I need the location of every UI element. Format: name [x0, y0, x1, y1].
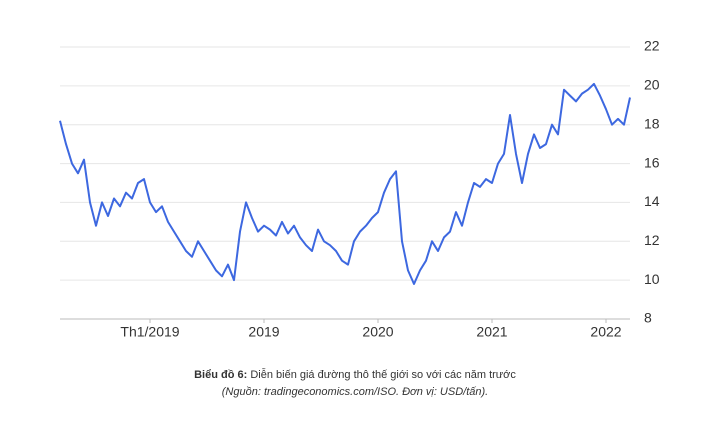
y-tick-label: 10 [644, 271, 660, 287]
x-tick-label: 2022 [590, 324, 621, 340]
x-tick-label: 2020 [362, 324, 393, 340]
y-tick-label: 22 [644, 38, 660, 54]
y-tick-label: 18 [644, 115, 660, 131]
x-tick-label: 2021 [476, 324, 507, 340]
caption-text: Diễn biến giá đường thô thế giới so với … [247, 368, 516, 381]
caption-label: Biểu đồ 6: [194, 369, 247, 381]
y-tick-label: 16 [644, 154, 660, 170]
line-series [59, 82, 631, 285]
x-tick-label: 2019 [248, 324, 279, 340]
caption: Biểu đồ 6: Diễn biến giá đường thô thế g… [194, 368, 516, 381]
x-tick-label: Th1/2019 [120, 324, 179, 340]
y-tick-label: 8 [644, 310, 652, 326]
caption-source: (Nguồn: tradingeconomics.com/ISO. Đơn vị… [222, 386, 488, 398]
y-tick-label: 20 [644, 77, 660, 93]
y-tick-label: 14 [644, 193, 660, 209]
y-tick-label: 12 [644, 232, 660, 248]
